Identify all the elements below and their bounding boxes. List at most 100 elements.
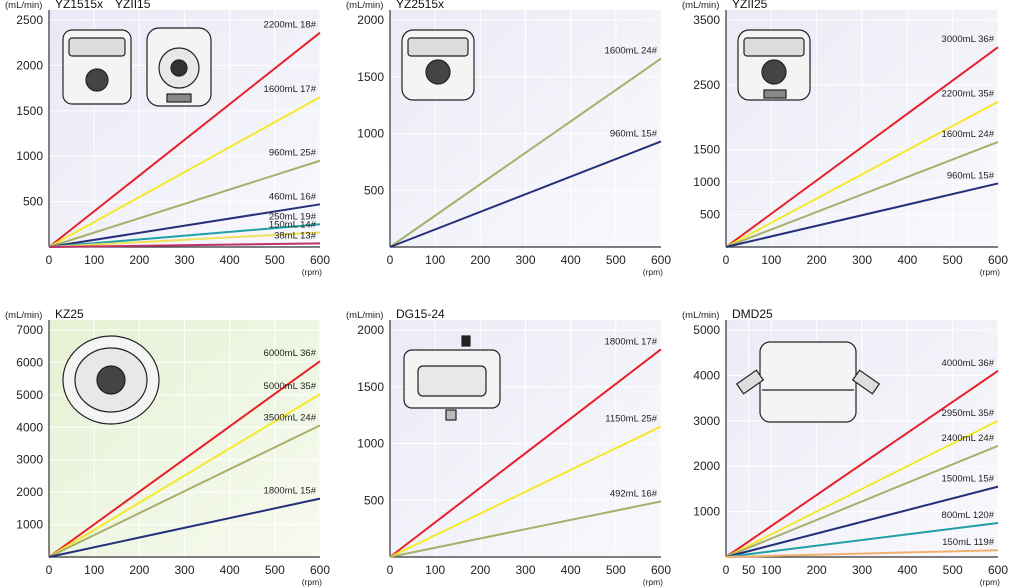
x-tick-label: 100 [761, 253, 781, 267]
x-tick-label: 100 [84, 253, 104, 267]
multichannel-pump-head-icon [403, 335, 501, 421]
y-tick-label: 2000 [693, 459, 720, 473]
x-tick-label: 500 [943, 253, 963, 267]
y-tick-label: 5000 [16, 388, 43, 402]
series-label: 492mL 16# [610, 488, 658, 499]
chart-panel-6: 4000mL 36# 2950mL 35# 2400mL 24# 1500mL 15#… [682, 307, 1008, 587]
series-line [48, 159, 321, 248]
series-line [725, 485, 999, 558]
series-label: 1800mL 15# [264, 486, 317, 497]
series-label: 800mL 120# [942, 510, 995, 521]
series-line [725, 182, 999, 248]
y-tick-label: 1500 [693, 143, 720, 157]
series-line [48, 360, 321, 558]
series-line [389, 57, 662, 248]
chart-panel-1: 2200mL 18# 1600mL 17# 960mL 25# 460mL 16# 25… [5, 0, 330, 277]
chart-title: YZ1515x YZII15 [55, 0, 151, 11]
x-tick-label: 600 [988, 563, 1008, 577]
series-line [725, 370, 999, 558]
chart-title: YZII25 [732, 0, 768, 11]
series-line [389, 425, 662, 558]
x-tick-label: 300 [174, 253, 194, 267]
series-line [389, 500, 662, 558]
x-tick-label: 100 [425, 563, 445, 577]
x-tick-label: 200 [129, 253, 149, 267]
series-line [48, 424, 321, 558]
series-line [725, 521, 999, 558]
pump-head-icon [737, 29, 811, 101]
x-tick-label: 100 [84, 563, 104, 577]
pump-head-icon [401, 29, 475, 101]
x-tick-label: 300 [515, 563, 535, 577]
series-line [48, 242, 321, 248]
series-label: 2200mL 35# [942, 89, 995, 100]
x-tick-label: 200 [470, 253, 490, 267]
y-tick-label: 2000 [357, 13, 384, 27]
x-tick-label: 400 [561, 253, 581, 267]
series-label: 1600mL 24# [605, 46, 658, 57]
y-tick-label: 6000 [16, 355, 43, 369]
x-tick-label: 600 [651, 253, 671, 267]
x-axis-label: (rpm) [302, 577, 322, 587]
y-tick-label: 3000 [693, 414, 720, 428]
x-tick-label: 500 [943, 563, 963, 577]
x-tick-label: 600 [310, 253, 330, 267]
chart-title: DG15-24 [396, 307, 445, 321]
x-tick-label: 400 [220, 563, 240, 577]
x-axis-label: (rpm) [980, 267, 1000, 277]
x-tick-label: 600 [651, 563, 671, 577]
series-label: 150mL 119# [942, 537, 994, 548]
y-tick-label: 2000 [16, 58, 43, 72]
x-tick-label: 300 [852, 563, 872, 577]
series-label: 960mL 15# [947, 170, 995, 181]
series-line [725, 444, 999, 558]
series-line [725, 549, 999, 558]
series-label: 1500mL 15# [942, 474, 995, 485]
x-tick-label: 400 [561, 563, 581, 577]
series-label: 2200mL 18# [264, 20, 317, 31]
series-label: 460mL 16# [269, 191, 317, 202]
x-tick-label: 500 [606, 253, 626, 267]
y-axis-label: (mL/min) [5, 0, 42, 11]
series-line [725, 46, 999, 248]
y-axis-label: (mL/min) [5, 310, 42, 321]
chart-title: DMD25 [732, 307, 773, 321]
x-tick-label: 200 [470, 563, 490, 577]
x-tick-label: 600 [988, 253, 1008, 267]
series-label: 3000mL 36# [942, 34, 995, 45]
y-axis-label: (mL/min) [682, 0, 719, 11]
y-tick-label: 1000 [357, 437, 384, 451]
series-label: 2950mL 35# [942, 408, 995, 419]
x-axis-label: (rpm) [643, 267, 663, 277]
y-axis-label: (mL/min) [682, 310, 719, 321]
x-tick-label: 0 [387, 253, 394, 267]
series-label: 1600mL 24# [942, 129, 995, 140]
y-tick-label: 2000 [16, 485, 43, 499]
series-line [48, 96, 321, 248]
chart-title: KZ25 [55, 307, 84, 321]
x-tick-label: 200 [129, 563, 149, 577]
series-label: 38mL 13# [274, 230, 317, 241]
x-tick-label: 0 [387, 563, 394, 577]
y-tick-label: 500 [700, 208, 720, 222]
y-tick-label: 500 [364, 183, 384, 197]
chart-panel-5: 1800mL 17#1150mL 25#492mL 16#50010001500… [346, 307, 671, 587]
series-label: 6000mL 36# [264, 348, 317, 359]
y-tick-label: 1000 [693, 175, 720, 189]
x-tick-label: 50 [742, 563, 756, 577]
x-axis-label: (rpm) [643, 577, 663, 587]
x-tick-label: 600 [310, 563, 330, 577]
y-tick-label: 500 [23, 195, 43, 209]
series-line [725, 419, 999, 558]
x-tick-label: 100 [425, 253, 445, 267]
x-tick-label: 0 [46, 253, 53, 267]
y-tick-label: 500 [364, 493, 384, 507]
x-tick-label: 400 [897, 563, 917, 577]
y-tick-label: 3500 [693, 13, 720, 27]
series-label: 2400mL 24# [942, 433, 995, 444]
series-line [48, 393, 321, 558]
y-tick-label: 4000 [693, 368, 720, 382]
series-line [48, 203, 321, 248]
y-tick-label: 1500 [357, 70, 384, 84]
